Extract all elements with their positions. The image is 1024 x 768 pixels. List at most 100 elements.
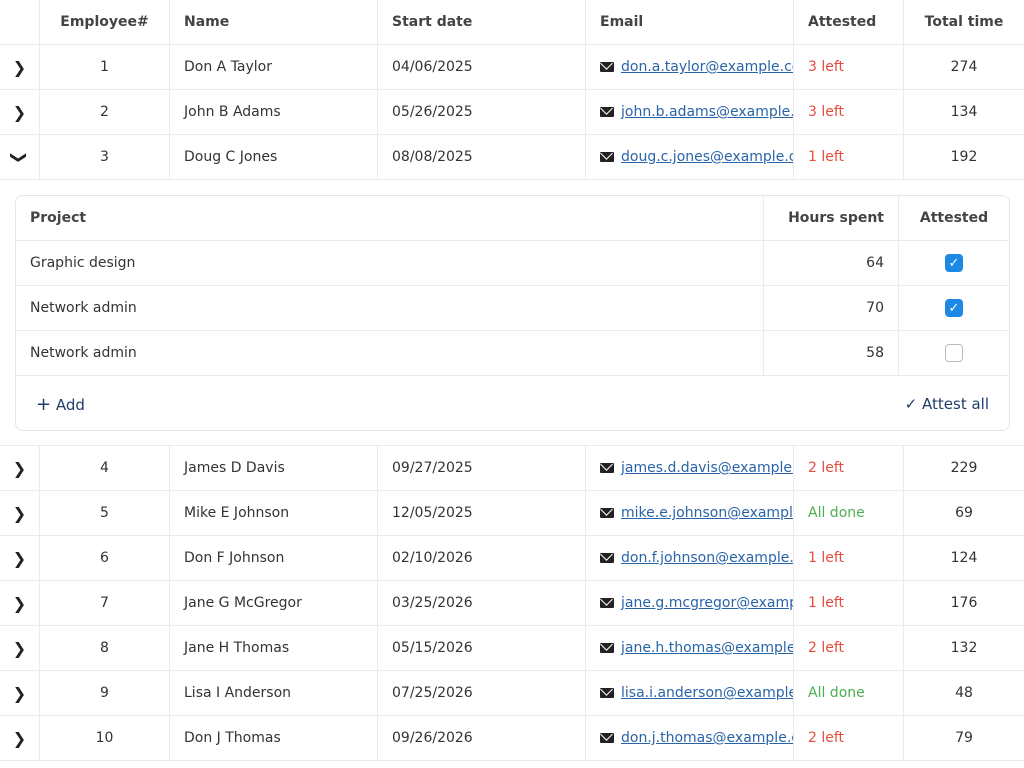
expand-toggle[interactable]: ❯ — [0, 45, 40, 89]
attested-status: 2 left — [794, 446, 904, 490]
email-cell: jane.h.thomas@example.com — [586, 626, 794, 670]
email-link[interactable]: don.a.taylor@example.com — [621, 59, 793, 75]
table-row[interactable]: ❯ 10 Don J Thomas 09/26/2026 don.j.thoma… — [0, 716, 1024, 761]
employee-name: Don A Taylor — [170, 45, 378, 89]
email-cell: jane.g.mcgregor@example.com — [586, 581, 794, 625]
email-link[interactable]: jane.h.thomas@example.com — [621, 640, 794, 656]
chevron-right-icon: ❯ — [12, 503, 27, 523]
expand-toggle[interactable]: ❯ — [0, 671, 40, 715]
expand-toggle[interactable]: ❯ — [0, 446, 40, 490]
employee-name: James D Davis — [170, 446, 378, 490]
start-date: 07/25/2026 — [378, 671, 586, 715]
attested-checkbox[interactable] — [945, 344, 963, 362]
header-start-date[interactable]: Start date — [378, 0, 586, 44]
detail-panel: Project Hours spent Attested Graphic des… — [0, 180, 1024, 446]
total-time: 69 — [955, 505, 973, 521]
header-name[interactable]: Name — [170, 0, 378, 44]
chevron-right-icon: ❯ — [12, 638, 27, 658]
header-hours-spent: Hours spent — [764, 196, 899, 240]
email-link[interactable]: john.b.adams@example.com — [621, 104, 794, 120]
attested-status: All done — [794, 671, 904, 715]
project-row: Network admin 70 ✓ — [16, 286, 1009, 331]
employee-name: John B Adams — [170, 90, 378, 134]
table-row[interactable]: ❯ 5 Mike E Johnson 12/05/2025 mike.e.joh… — [0, 491, 1024, 536]
table-row[interactable]: ❯ 9 Lisa I Anderson 07/25/2026 lisa.i.an… — [0, 671, 1024, 716]
employee-number: 4 — [40, 446, 170, 490]
chevron-right-icon: ❯ — [12, 593, 27, 613]
attested-status: 1 left — [794, 536, 904, 580]
expand-toggle[interactable]: ❯ — [0, 491, 40, 535]
email-link[interactable]: doug.c.jones@example.com — [621, 149, 793, 165]
attested-status: 3 left — [794, 90, 904, 134]
header-attested: Attested — [919, 210, 989, 226]
start-date: 02/10/2026 — [378, 536, 586, 580]
email-link[interactable]: don.f.johnson@example.com — [621, 550, 794, 566]
expand-toggle[interactable]: ❯ — [0, 90, 40, 134]
total-time: 132 — [950, 640, 978, 656]
attested-checkbox[interactable]: ✓ — [945, 299, 963, 317]
email-cell: james.d.davis@example.com — [586, 446, 794, 490]
start-date: 09/27/2025 — [378, 446, 586, 490]
chevron-right-icon: ❯ — [12, 102, 27, 122]
chevron-right-icon: ❯ — [12, 683, 27, 703]
project-table-header: Project Hours spent Attested — [16, 196, 1009, 241]
total-time: 176 — [950, 595, 978, 611]
employee-name: Jane G McGregor — [170, 581, 378, 625]
expand-toggle[interactable]: ❯ — [0, 716, 40, 760]
envelope-icon — [600, 643, 614, 653]
header-employee-number[interactable]: Employee# — [40, 0, 170, 44]
attested-checkbox[interactable]: ✓ — [945, 254, 963, 272]
email-link[interactable]: jane.g.mcgregor@example.com — [621, 595, 793, 611]
table-row[interactable]: ❯ 7 Jane G McGregor 03/25/2026 jane.g.mc… — [0, 581, 1024, 626]
plus-icon: + — [36, 393, 52, 415]
employee-number: 9 — [40, 671, 170, 715]
envelope-icon — [600, 733, 614, 743]
expand-toggle[interactable]: ❯ — [0, 626, 40, 670]
hours-spent: 64 — [764, 241, 899, 285]
table-row[interactable]: ❯ 4 James D Davis 09/27/2025 james.d.dav… — [0, 446, 1024, 491]
email-link[interactable]: lisa.i.anderson@example.com — [621, 685, 793, 701]
email-link[interactable]: don.j.thomas@example.com — [621, 730, 793, 746]
total-time: 229 — [950, 460, 978, 476]
attested-status: 2 left — [794, 716, 904, 760]
email-link[interactable]: james.d.davis@example.com — [621, 460, 793, 476]
email-link[interactable]: mike.e.johnson@example.com — [621, 505, 793, 521]
employee-name: Don J Thomas — [170, 716, 378, 760]
start-date: 05/15/2026 — [378, 626, 586, 670]
envelope-icon — [600, 553, 614, 563]
employee-name: Doug C Jones — [170, 135, 378, 179]
employee-name: Jane H Thomas — [170, 626, 378, 670]
email-cell: mike.e.johnson@example.com — [586, 491, 794, 535]
attest-all-button[interactable]: ✓ Attest all — [904, 395, 989, 413]
employee-name: Mike E Johnson — [170, 491, 378, 535]
employee-name: Don F Johnson — [170, 536, 378, 580]
table-row[interactable]: ❯ 3 Doug C Jones 08/08/2025 doug.c.jones… — [0, 135, 1024, 180]
header-expand — [0, 0, 40, 44]
chevron-right-icon: ❯ — [12, 458, 27, 478]
chevron-right-icon: ❯ — [12, 728, 27, 748]
envelope-icon — [600, 107, 614, 117]
chevron-down-icon: ❯ — [10, 150, 29, 164]
hours-spent: 58 — [764, 331, 899, 375]
start-date: 05/26/2025 — [378, 90, 586, 134]
expand-toggle[interactable]: ❯ — [0, 536, 40, 580]
total-time: 274 — [950, 59, 978, 75]
header-total-time[interactable]: Total time — [924, 14, 1004, 30]
attested-status: 1 left — [794, 581, 904, 625]
start-date: 09/26/2026 — [378, 716, 586, 760]
expand-toggle[interactable]: ❯ — [0, 135, 40, 179]
attested-status: 1 left — [794, 135, 904, 179]
envelope-icon — [600, 463, 614, 473]
expand-toggle[interactable]: ❯ — [0, 581, 40, 625]
table-row[interactable]: ❯ 8 Jane H Thomas 05/15/2026 jane.h.thom… — [0, 626, 1024, 671]
header-attested[interactable]: Attested — [794, 0, 904, 44]
employee-number: 5 — [40, 491, 170, 535]
start-date: 04/06/2025 — [378, 45, 586, 89]
table-row[interactable]: ❯ 2 John B Adams 05/26/2025 john.b.adams… — [0, 90, 1024, 135]
header-email[interactable]: Email — [586, 0, 794, 44]
table-row[interactable]: ❯ 6 Don F Johnson 02/10/2026 don.f.johns… — [0, 536, 1024, 581]
employee-number: 8 — [40, 626, 170, 670]
envelope-icon — [600, 152, 614, 162]
table-row[interactable]: ❯ 1 Don A Taylor 04/06/2025 don.a.taylor… — [0, 45, 1024, 90]
add-button[interactable]: + Add — [36, 393, 85, 415]
